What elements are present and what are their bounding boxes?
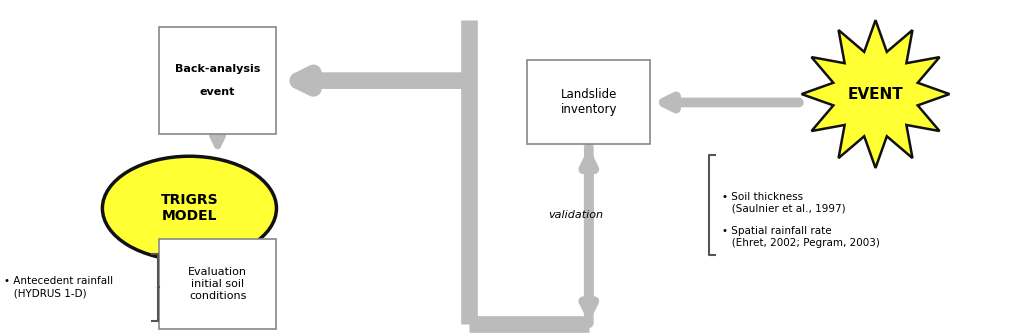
Text: TRIGRS
MODEL: TRIGRS MODEL xyxy=(161,193,218,223)
FancyBboxPatch shape xyxy=(527,60,650,144)
FancyBboxPatch shape xyxy=(159,27,276,134)
Text: Evaluation
initial soil
conditions: Evaluation initial soil conditions xyxy=(188,267,247,300)
Text: Landslide
inventory: Landslide inventory xyxy=(560,88,617,117)
Text: Back-analysis

event: Back-analysis event xyxy=(175,64,260,97)
Text: EVENT: EVENT xyxy=(848,87,903,101)
Ellipse shape xyxy=(102,156,276,260)
Polygon shape xyxy=(802,20,949,168)
Text: validation: validation xyxy=(548,210,603,220)
FancyBboxPatch shape xyxy=(159,239,276,329)
Text: • Antecedent rainfall
   (HYDRUS 1-D): • Antecedent rainfall (HYDRUS 1-D) xyxy=(4,277,114,298)
Text: • Soil thickness
   (Saulnier et al., 1997)

• Spatial rainfall rate
   (Ehret, : • Soil thickness (Saulnier et al., 1997)… xyxy=(722,192,880,248)
